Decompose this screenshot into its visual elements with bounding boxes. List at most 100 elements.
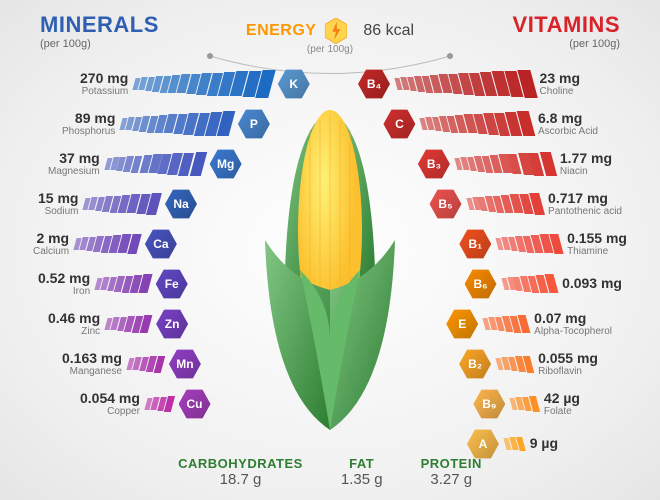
nutrient-value: 23 mg [540, 71, 580, 86]
nutrient-value: 89 mg [62, 111, 115, 126]
nutrient-name: Pantothenic acid [548, 206, 622, 217]
energy-value: 86 kcal [363, 22, 414, 40]
minerals-title: MINERALS [40, 12, 220, 38]
nutrient-text: 23 mgCholine [540, 71, 580, 97]
minerals-sub: (per 100g) [40, 38, 220, 50]
mineral-row: 15 mgSodiumNa [38, 188, 197, 220]
mineral-row: 0.163 mgManganese Mn [62, 348, 201, 380]
macros-row: CARBOHYDRATES 18.7 g FAT 1.35 g PROTEIN … [178, 456, 482, 488]
element-hex-icon: K [278, 68, 310, 100]
vitamins-header: VITAMINS (per 100g) [440, 12, 620, 50]
nutrient-name: Choline [540, 86, 580, 97]
nutrient-name: Zinc [48, 326, 100, 337]
macro-protein: PROTEIN 3.27 g [421, 456, 482, 488]
macro-label: CARBOHYDRATES [178, 456, 303, 471]
element-hex-icon: B₂ [459, 348, 491, 380]
energy-label: ENERGY [246, 22, 317, 40]
nutrient-text: 0.46 mgZinc [48, 311, 100, 337]
mineral-row: 2 mgCalcium Ca [33, 228, 177, 260]
element-hex-icon: Mn [169, 348, 201, 380]
nutrient-name: Magnesium [48, 166, 100, 177]
nutrient-name: Riboflavin [538, 366, 598, 377]
nutrient-name: Manganese [62, 366, 122, 377]
macro-value: 3.27 g [421, 471, 482, 488]
element-hex-icon: Cu [179, 388, 211, 420]
bar-group [96, 274, 150, 293]
nutrient-text: 0.155 mgThiamine [567, 231, 627, 257]
nutrient-text: 270 mgPotassium [80, 71, 128, 97]
nutrient-text: 0.717 mgPantothenic acid [548, 191, 622, 217]
nutrient-text: 89 mgPhosphorus [62, 111, 115, 137]
mineral-row: 0.46 mgZincZn [48, 308, 188, 340]
nutrient-value: 2 mg [33, 231, 69, 246]
bar-group [484, 315, 528, 333]
vitamin-row: 1.77 mgNiacinB₃ [418, 148, 612, 180]
element-hex-icon: Na [165, 188, 197, 220]
element-hex-icon: B₁ [459, 228, 491, 260]
mineral-row: 0.054 mgCopper Cu [80, 388, 211, 420]
element-hex-icon: B₃ [418, 148, 450, 180]
nutrient-name: Copper [80, 406, 140, 417]
element-hex-icon: C [383, 108, 415, 140]
nutrient-name: Calcium [33, 246, 69, 257]
nutrient-value: 0.093 mg [562, 276, 622, 291]
nutrient-text: 0.07 mgAlpha-Tocopherol [534, 311, 612, 337]
bar-group [121, 111, 232, 136]
nutrient-name: Thiamine [567, 246, 627, 257]
nutrient-text: 0.054 mgCopper [80, 391, 140, 417]
nutrient-name: Potassium [80, 86, 128, 97]
bar-group [511, 396, 538, 412]
bar-group [134, 70, 272, 98]
vitamin-row: 23 mgCholineB₄ [358, 68, 580, 100]
element-hex-icon: Fe [156, 268, 188, 300]
bar-group [75, 234, 139, 254]
mineral-row: 89 mgPhosphorusP [62, 108, 270, 140]
vitamin-row: 0.093 mg B₆ [465, 268, 623, 300]
element-hex-icon: B₆ [465, 268, 497, 300]
nutrient-text: 37 mgMagnesium [48, 151, 100, 177]
macro-value: 1.35 g [341, 471, 383, 488]
bar-group [106, 152, 204, 176]
bar-group [503, 274, 557, 293]
bar-group [468, 193, 543, 215]
nutrient-value: 6.8 mg [538, 111, 598, 126]
vitamin-row: 42 µgFolate B₉ [473, 388, 580, 420]
lightning-icon [325, 18, 347, 44]
vitamin-row: 0.717 mgPantothenic acid B₅ [430, 188, 623, 220]
vitamins-title: VITAMINS [440, 12, 620, 38]
vitamin-row: 0.155 mgThiamine B₁ [459, 228, 627, 260]
bar-group [421, 111, 532, 136]
bar-group [128, 356, 163, 373]
mineral-row: 37 mgMagnesiumMg [48, 148, 242, 180]
nutrient-name: Iron [38, 286, 90, 297]
element-hex-icon: E [446, 308, 478, 340]
minerals-header: MINERALS (per 100g) [40, 12, 220, 50]
nutrient-text: 42 µgFolate [544, 391, 580, 417]
vitamin-row: 0.07 mgAlpha-Tocopherol E [446, 308, 612, 340]
nutrient-value: 0.52 mg [38, 271, 90, 286]
nutrient-value: 0.055 mg [538, 351, 598, 366]
nutrient-value: 0.717 mg [548, 191, 622, 206]
bar-group [146, 396, 173, 412]
element-hex-icon: Ca [145, 228, 177, 260]
macro-label: FAT [341, 456, 383, 471]
bar-group [505, 437, 524, 451]
element-hex-icon: B₉ [473, 388, 505, 420]
nutrient-name: Folate [544, 406, 580, 417]
bar-group [497, 356, 532, 373]
mineral-row: 0.52 mgIron Fe [38, 268, 188, 300]
vitamin-row: 0.055 mgRiboflavin B₂ [459, 348, 598, 380]
macro-value: 18.7 g [178, 471, 303, 488]
vitamins-sub: (per 100g) [440, 38, 620, 50]
nutrient-value: 0.155 mg [567, 231, 627, 246]
nutrient-value: 1.77 mg [560, 151, 612, 166]
nutrient-value: 0.054 mg [80, 391, 140, 406]
nutrient-name: Ascorbic Acid [538, 126, 598, 137]
nutrient-value: 0.46 mg [48, 311, 100, 326]
element-hex-icon: B₅ [430, 188, 462, 220]
nutrient-name: Phosphorus [62, 126, 115, 137]
nutrient-text: 0.163 mgManganese [62, 351, 122, 377]
bar-group [84, 193, 159, 215]
nutrient-text: 6.8 mgAscorbic Acid [538, 111, 598, 137]
nutrient-value: 0.163 mg [62, 351, 122, 366]
